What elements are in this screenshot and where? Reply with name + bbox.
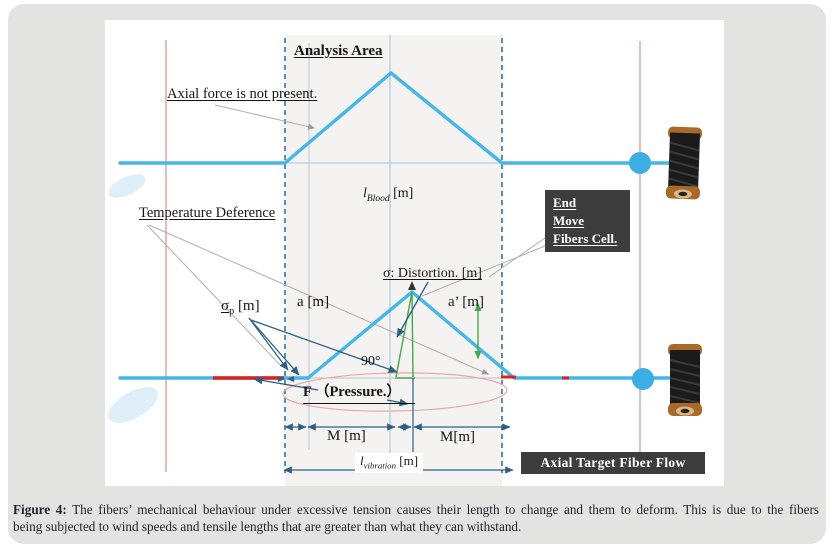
a-prime-length-label: a’ [m]: [448, 294, 484, 310]
lower-fiber-spool: [668, 344, 702, 416]
caption-text-1: The fibers’ mechanical behaviour under e…: [66, 502, 819, 517]
m-right-label: M[m]: [440, 429, 475, 445]
annotation-arrows: [248, 281, 429, 407]
l-vibration-symbol: l: [360, 453, 364, 468]
a-length-label: a [m]: [297, 294, 330, 310]
sigma-distortion-label: σ: Distortion. [m]: [383, 266, 482, 281]
analysis-boundary-dashed-lines: [284, 38, 503, 473]
tension-red-segments: [213, 375, 569, 380]
l-blood-symbol: l: [363, 186, 367, 201]
axial-target-fiber-flow-box: Axial Target Fiber Flow: [521, 452, 705, 474]
distortion-marks: [395, 291, 482, 379]
gap-arrow-right: [278, 376, 285, 382]
l-blood-label: lBlood [m]: [363, 186, 413, 205]
end-move-fibers-cell-box: End Move Fibers Cell.: [545, 190, 630, 252]
analysis-area-band: [285, 35, 502, 486]
caption-line-1: Figure 4: The fibers’ mechanical behavio…: [13, 501, 819, 518]
caption-figure-number: Figure 4:: [13, 502, 67, 517]
sigma-p-symbol: σ: [221, 298, 230, 314]
l-vibration-unit: [m]: [396, 453, 419, 468]
lower-node-circle: [632, 368, 654, 390]
caption-text-2: being subjected to wind speeds and tensi…: [13, 519, 522, 534]
sigma-p-unit: [m]: [234, 298, 260, 314]
l-blood-unit: [m]: [389, 186, 414, 201]
m-left-label: M [m]: [327, 428, 366, 444]
m-dimension-lines: [284, 378, 511, 452]
upper-fiber-spool: [665, 126, 703, 200]
sigma-p-label: σp [m]: [221, 298, 260, 318]
l-vibration-subscript: vibration: [363, 460, 396, 471]
diagram-canvas: [107, 35, 703, 486]
analysis-area-label: Analysis Area: [294, 43, 383, 59]
axial-force-label: Axial force is not present.: [167, 86, 318, 102]
f-pressure-label: F （Pressure.）: [303, 384, 415, 404]
watermark-blobs: [107, 174, 159, 423]
end-box-line-2: Move: [553, 213, 585, 228]
figure-caption: Figure 4: The fibers’ mechanical behavio…: [13, 501, 819, 535]
diagram-panel: Analysis Area Axial force is not present…: [105, 20, 724, 486]
angle-90-label: 90°: [361, 354, 381, 369]
leader-lines: [146, 104, 546, 375]
end-box-line-1: End: [553, 195, 577, 210]
temperature-label: Temperature Deference: [139, 205, 276, 221]
upper-fiber-line: [118, 71, 671, 165]
l-blood-subscript: Blood: [366, 193, 390, 204]
upper-node-circle: [629, 152, 651, 174]
l-vibration-label: lvibration [m]: [355, 453, 424, 473]
sigma-p-subscript: p: [229, 306, 235, 317]
deformation-ellipse: [282, 372, 508, 412]
gap-arrow-left: [287, 376, 294, 382]
end-box-line-3: Fibers Cell.: [553, 231, 618, 246]
peak-arrowhead: [408, 281, 416, 290]
